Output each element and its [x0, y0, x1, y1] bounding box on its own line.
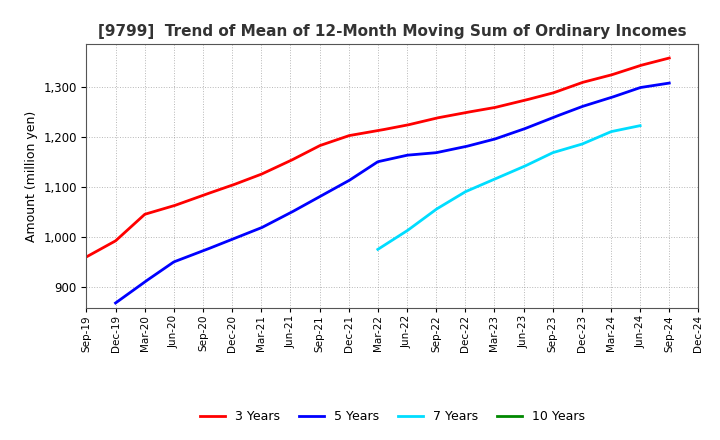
Y-axis label: Amount (million yen): Amount (million yen)	[24, 110, 37, 242]
Legend: 3 Years, 5 Years, 7 Years, 10 Years: 3 Years, 5 Years, 7 Years, 10 Years	[195, 406, 590, 429]
Title: [9799]  Trend of Mean of 12-Month Moving Sum of Ordinary Incomes: [9799] Trend of Mean of 12-Month Moving …	[98, 24, 687, 39]
